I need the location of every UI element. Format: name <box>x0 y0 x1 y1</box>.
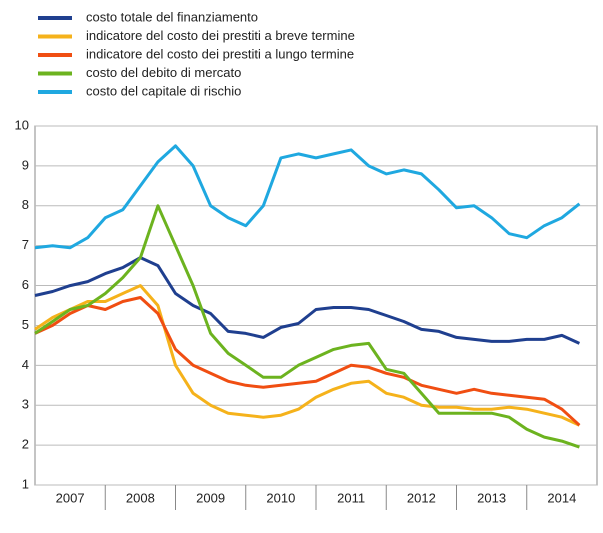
x-tick-label: 2012 <box>407 490 436 505</box>
y-tick-label: 4 <box>22 357 29 372</box>
series-line <box>34 204 580 449</box>
x-tick-label: 2010 <box>266 490 295 505</box>
y-tick-label: 1 <box>22 476 29 491</box>
y-tick-label: 9 <box>22 157 29 172</box>
legend-label: costo totale del finanziamento <box>86 9 258 24</box>
x-tick-label: 2014 <box>547 490 576 505</box>
series-line <box>34 284 581 427</box>
legend-label: indicatore del costo dei prestiti a brev… <box>86 28 355 43</box>
legend-label: costo del capitale di rischio <box>86 83 241 98</box>
series-line <box>34 296 581 427</box>
series-line <box>34 256 581 345</box>
series-line <box>34 144 581 250</box>
y-tick-label: 8 <box>22 197 29 212</box>
y-tick-label: 2 <box>22 437 29 452</box>
legend-label: indicatore del costo dei prestiti a lung… <box>86 46 354 61</box>
legend-label: costo del debito di mercato <box>86 65 241 80</box>
x-tick-label: 2008 <box>126 490 155 505</box>
y-tick-label: 10 <box>15 117 29 132</box>
x-tick-label: 2011 <box>337 490 365 505</box>
y-tick-label: 5 <box>22 317 29 332</box>
x-tick-label: 2009 <box>196 490 225 505</box>
x-tick-label: 2013 <box>477 490 506 505</box>
y-tick-label: 7 <box>22 237 29 252</box>
y-tick-label: 6 <box>22 277 29 292</box>
plot-frame <box>34 125 598 486</box>
x-tick-label: 2007 <box>56 490 85 505</box>
y-tick-label: 3 <box>22 397 29 412</box>
